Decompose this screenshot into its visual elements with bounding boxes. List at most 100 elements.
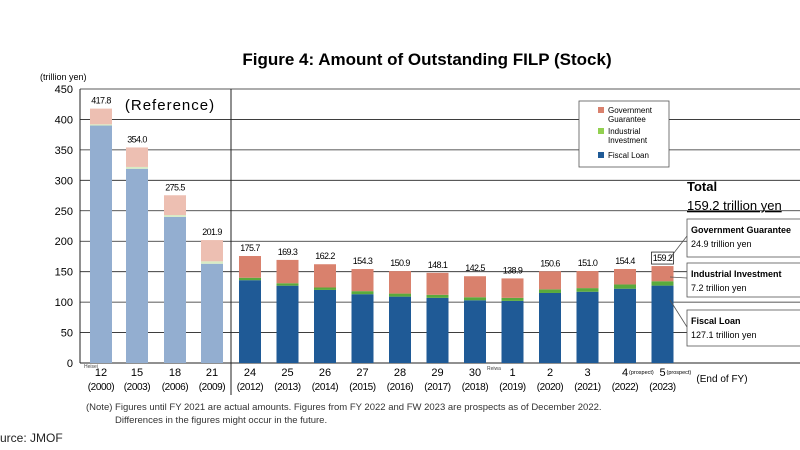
bar-fiscal-loan [539, 292, 561, 363]
x-tick-fy: 25 [281, 367, 293, 379]
bar-group: 175.7 24 (2012) [237, 243, 264, 393]
bar-fiscal-loan [501, 300, 524, 363]
bar-industrial-investment [539, 289, 561, 293]
bar-total-label: 159.2 [653, 253, 673, 263]
y-tick-label: 50 [61, 328, 73, 340]
bar-industrial-investment [614, 284, 636, 289]
summary-panel: Total 159.2 trillion yen Government Guaran… [669, 179, 800, 347]
bar-fiscal-loan [276, 285, 299, 363]
legend-label: Fiscal Loan [608, 151, 649, 160]
bar-industrial-investment [90, 124, 112, 126]
summary-total-heading: Total [687, 179, 717, 194]
highlight-box [651, 251, 674, 265]
bar-group: 162.2 26 (2014) [312, 251, 339, 393]
legend-label: Government Guarantee [608, 106, 653, 124]
bar-group: 150.6 2 (2020) [537, 258, 564, 393]
legend: Government Guarantee Industrial Investment F… [578, 100, 670, 168]
summary-connector [669, 299, 688, 328]
x-tick-fy: 15 [131, 367, 143, 379]
x-tick-year: (2017) [424, 382, 451, 393]
summary-box [686, 262, 800, 298]
bar-fiscal-loan [126, 168, 148, 363]
summary-box [686, 218, 800, 258]
x-tick-year: (2006) [162, 382, 189, 393]
bar-group: 151.0 3 (2021) [574, 258, 601, 393]
x-tick-fy: 4 [622, 367, 628, 379]
era-label-reiwa: Reiwa [487, 366, 501, 372]
summary-connector [669, 276, 688, 279]
x-tick-year: (2023) [649, 382, 676, 393]
bar-total-label: 154.4 [615, 256, 635, 266]
bar-total-label: 154.3 [353, 256, 373, 266]
bar-industrial-investment [239, 277, 261, 281]
source-text: urce: JMOF [0, 431, 63, 445]
bar-fiscal-loan [576, 291, 599, 363]
x-tick-fy: 29 [431, 367, 443, 379]
bar-government-guarantee [539, 271, 561, 290]
bar-industrial-investment [426, 294, 449, 298]
bar-fiscal-loan [351, 294, 374, 363]
bar-group: 154.4 4 (2022) (prospect) [612, 256, 654, 393]
bar-fiscal-loan [464, 300, 486, 363]
bar-government-guarantee [164, 195, 186, 216]
x-tick-fy: 5 [659, 367, 665, 379]
bar-industrial-investment [576, 288, 599, 292]
chart-title: Figure 4: Amount of Outstanding FILP (St… [242, 50, 611, 69]
bar-industrial-investment [501, 297, 524, 301]
bar-total-label: 142.5 [465, 263, 485, 273]
x-tick-fy: 24 [244, 367, 256, 379]
bar-industrial-investment [276, 283, 299, 286]
bar-industrial-investment [314, 287, 336, 290]
x-tick-fy: 27 [356, 367, 368, 379]
bar-fiscal-loan [201, 263, 223, 363]
bar-group: 169.3 25 (2013) [274, 247, 301, 393]
x-tick-fy: 18 [169, 367, 181, 379]
x-tick-year: (2014) [312, 382, 339, 393]
x-tick-prospect: (prospect) [629, 370, 654, 376]
bar-industrial-investment [201, 261, 223, 264]
summary-box [686, 309, 800, 347]
y-tick-label: 450 [55, 84, 73, 96]
summary-item-value: 127.1 trillion yen [691, 330, 757, 340]
x-tick-fy: 21 [206, 367, 218, 379]
x-tick-fy: 2 [547, 367, 553, 379]
x-tick-year: (2000) [88, 382, 115, 393]
bar-industrial-investment [389, 293, 411, 297]
summary-total-value: 159.2 trillion yen [687, 198, 782, 213]
x-tick-prospect: (prospect) [667, 370, 692, 376]
note-line-2: Differences in the figures might occur i… [115, 415, 327, 426]
era-label-heisei: Heisei [84, 364, 98, 370]
bar-fiscal-loan [164, 216, 186, 363]
summary-item-value: 7.2 trillion yen [691, 283, 747, 293]
legend-box [578, 100, 670, 168]
x-axis-title: (End of FY) [696, 374, 747, 385]
bar-government-guarantee [201, 240, 223, 262]
bar-fiscal-loan [614, 288, 636, 363]
bar-industrial-investment [651, 281, 674, 286]
bar-government-guarantee [276, 259, 299, 284]
bar-industrial-investment [351, 291, 374, 295]
bar-group: 275.5 18 (2006) [162, 182, 189, 393]
y-tick-label: 150 [55, 267, 73, 279]
bar-total-label: 169.3 [278, 247, 298, 257]
x-tick-fy: 12 [95, 367, 107, 379]
bar-fiscal-loan [314, 289, 336, 363]
y-tick-label: 300 [55, 175, 73, 187]
bar-group: 417.8 12 (2000) [88, 96, 115, 393]
bar-total-label: 175.7 [240, 243, 260, 253]
bar-group: 148.1 29 (2017) [424, 260, 451, 393]
x-tick-fy: 1 [509, 367, 515, 379]
bar-industrial-investment [126, 166, 148, 169]
bar-government-guarantee [614, 268, 636, 285]
bar-total-label: 138.9 [503, 265, 523, 275]
x-tick-year: (2018) [462, 382, 489, 393]
summary-item-label: Industrial Investment [691, 269, 782, 279]
plot-area: 0 50 100 150 200 250 300 350 400 450 (Reference) (t… [40, 72, 800, 395]
bar-group: 201.9 21 (2009) [199, 227, 226, 393]
bar-fiscal-loan [651, 285, 674, 363]
note-line-1: (Note) Figures until FY 2021 are actual … [86, 402, 602, 413]
x-tick-year: (2015) [349, 382, 376, 393]
legend-swatch [598, 152, 604, 158]
x-tick-fy: 26 [319, 367, 331, 379]
